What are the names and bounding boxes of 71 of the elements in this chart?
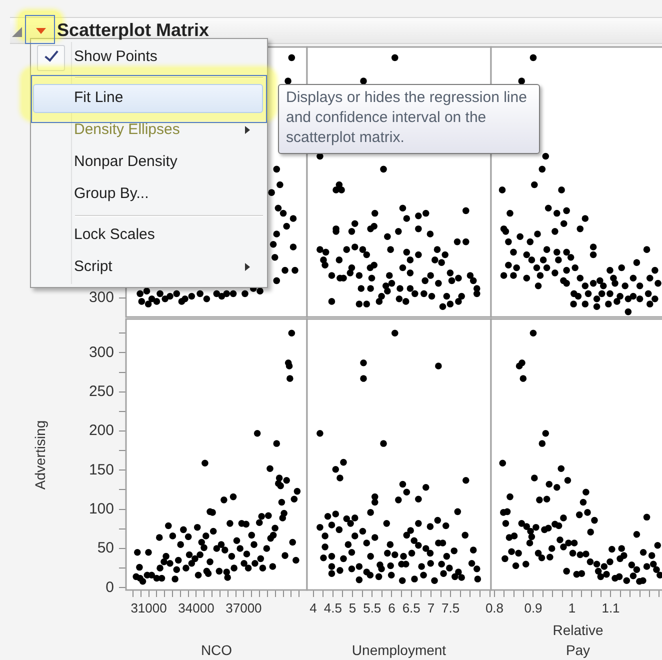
y-tick-label: 100 [88, 500, 114, 518]
x-tick-label: 0.8 [485, 600, 504, 616]
point [156, 290, 164, 298]
annotation: Lock Scales [74, 225, 155, 245]
point [203, 295, 210, 302]
x-tick-label: 5.5 [363, 600, 382, 616]
point [273, 230, 280, 238]
text: Fit Line [74, 88, 124, 108]
x-axis-title: Relative Pay [552, 621, 604, 660]
y-tick-label: 300 [88, 344, 114, 361]
point [290, 215, 297, 222]
point [276, 181, 284, 188]
point [138, 298, 146, 305]
point [218, 292, 226, 300]
annotation: Density Ellipses [74, 120, 180, 140]
point [268, 189, 275, 196]
x-axis-title: Unemployment [352, 641, 446, 660]
x-tick-label: 37000 [226, 600, 262, 616]
x-tick-label: 1.1 [602, 600, 620, 616]
point [230, 290, 237, 298]
annotation: Nonpar Density [74, 152, 178, 172]
annotation: Group By... [74, 184, 149, 204]
point [188, 292, 196, 300]
point [182, 295, 188, 302]
point [242, 290, 248, 298]
point [290, 244, 297, 250]
y-tick-label: 200 [88, 422, 114, 440]
point [143, 288, 150, 294]
y-axis-title: Advertising [31, 420, 49, 490]
x-tick-label: 7 [427, 600, 435, 616]
point [136, 290, 144, 298]
y-tick-label: 0 [106, 578, 114, 596]
annotation: Show Points [74, 47, 158, 67]
point [173, 290, 180, 298]
x-tick-label: 31000 [130, 600, 167, 616]
y-tick-label: 250 [88, 382, 114, 400]
point [196, 290, 204, 298]
point [284, 78, 292, 84]
point [292, 266, 298, 274]
x-tick-label: 6 [388, 600, 396, 616]
x-axis-title: NCO [200, 641, 232, 660]
point [274, 204, 282, 212]
point [273, 277, 280, 284]
x-tick-label: 5 [348, 600, 356, 616]
point [166, 292, 174, 300]
y-tick-label: 50 [97, 540, 114, 557]
x-tick-label: 1 [568, 600, 576, 616]
y-tick-label: 150 [88, 461, 114, 478]
x-tick-label: 34000 [178, 600, 214, 616]
tooltip: Displays or hides the regression line and confidence interval on the scatterplot matrix. [278, 84, 540, 154]
point [270, 241, 277, 248]
point [273, 166, 280, 173]
point [256, 288, 264, 294]
point [288, 54, 296, 62]
point [213, 290, 220, 298]
point [144, 300, 152, 308]
text: Script [74, 257, 112, 277]
point [223, 290, 230, 298]
x-tick-label: 6.5 [402, 600, 420, 616]
point [282, 266, 288, 274]
point [280, 210, 287, 217]
x-tick-label: 4 [310, 600, 317, 616]
x-tick-label: 4.5 [324, 600, 342, 616]
point [153, 298, 160, 305]
x-tick-label: 0.9 [524, 600, 542, 616]
x-tick-label: 7.5 [442, 600, 460, 616]
point [148, 295, 156, 302]
point [162, 295, 168, 302]
chart-title: Scatterplot Matrix [57, 20, 210, 40]
point [271, 254, 278, 261]
point [283, 222, 290, 230]
